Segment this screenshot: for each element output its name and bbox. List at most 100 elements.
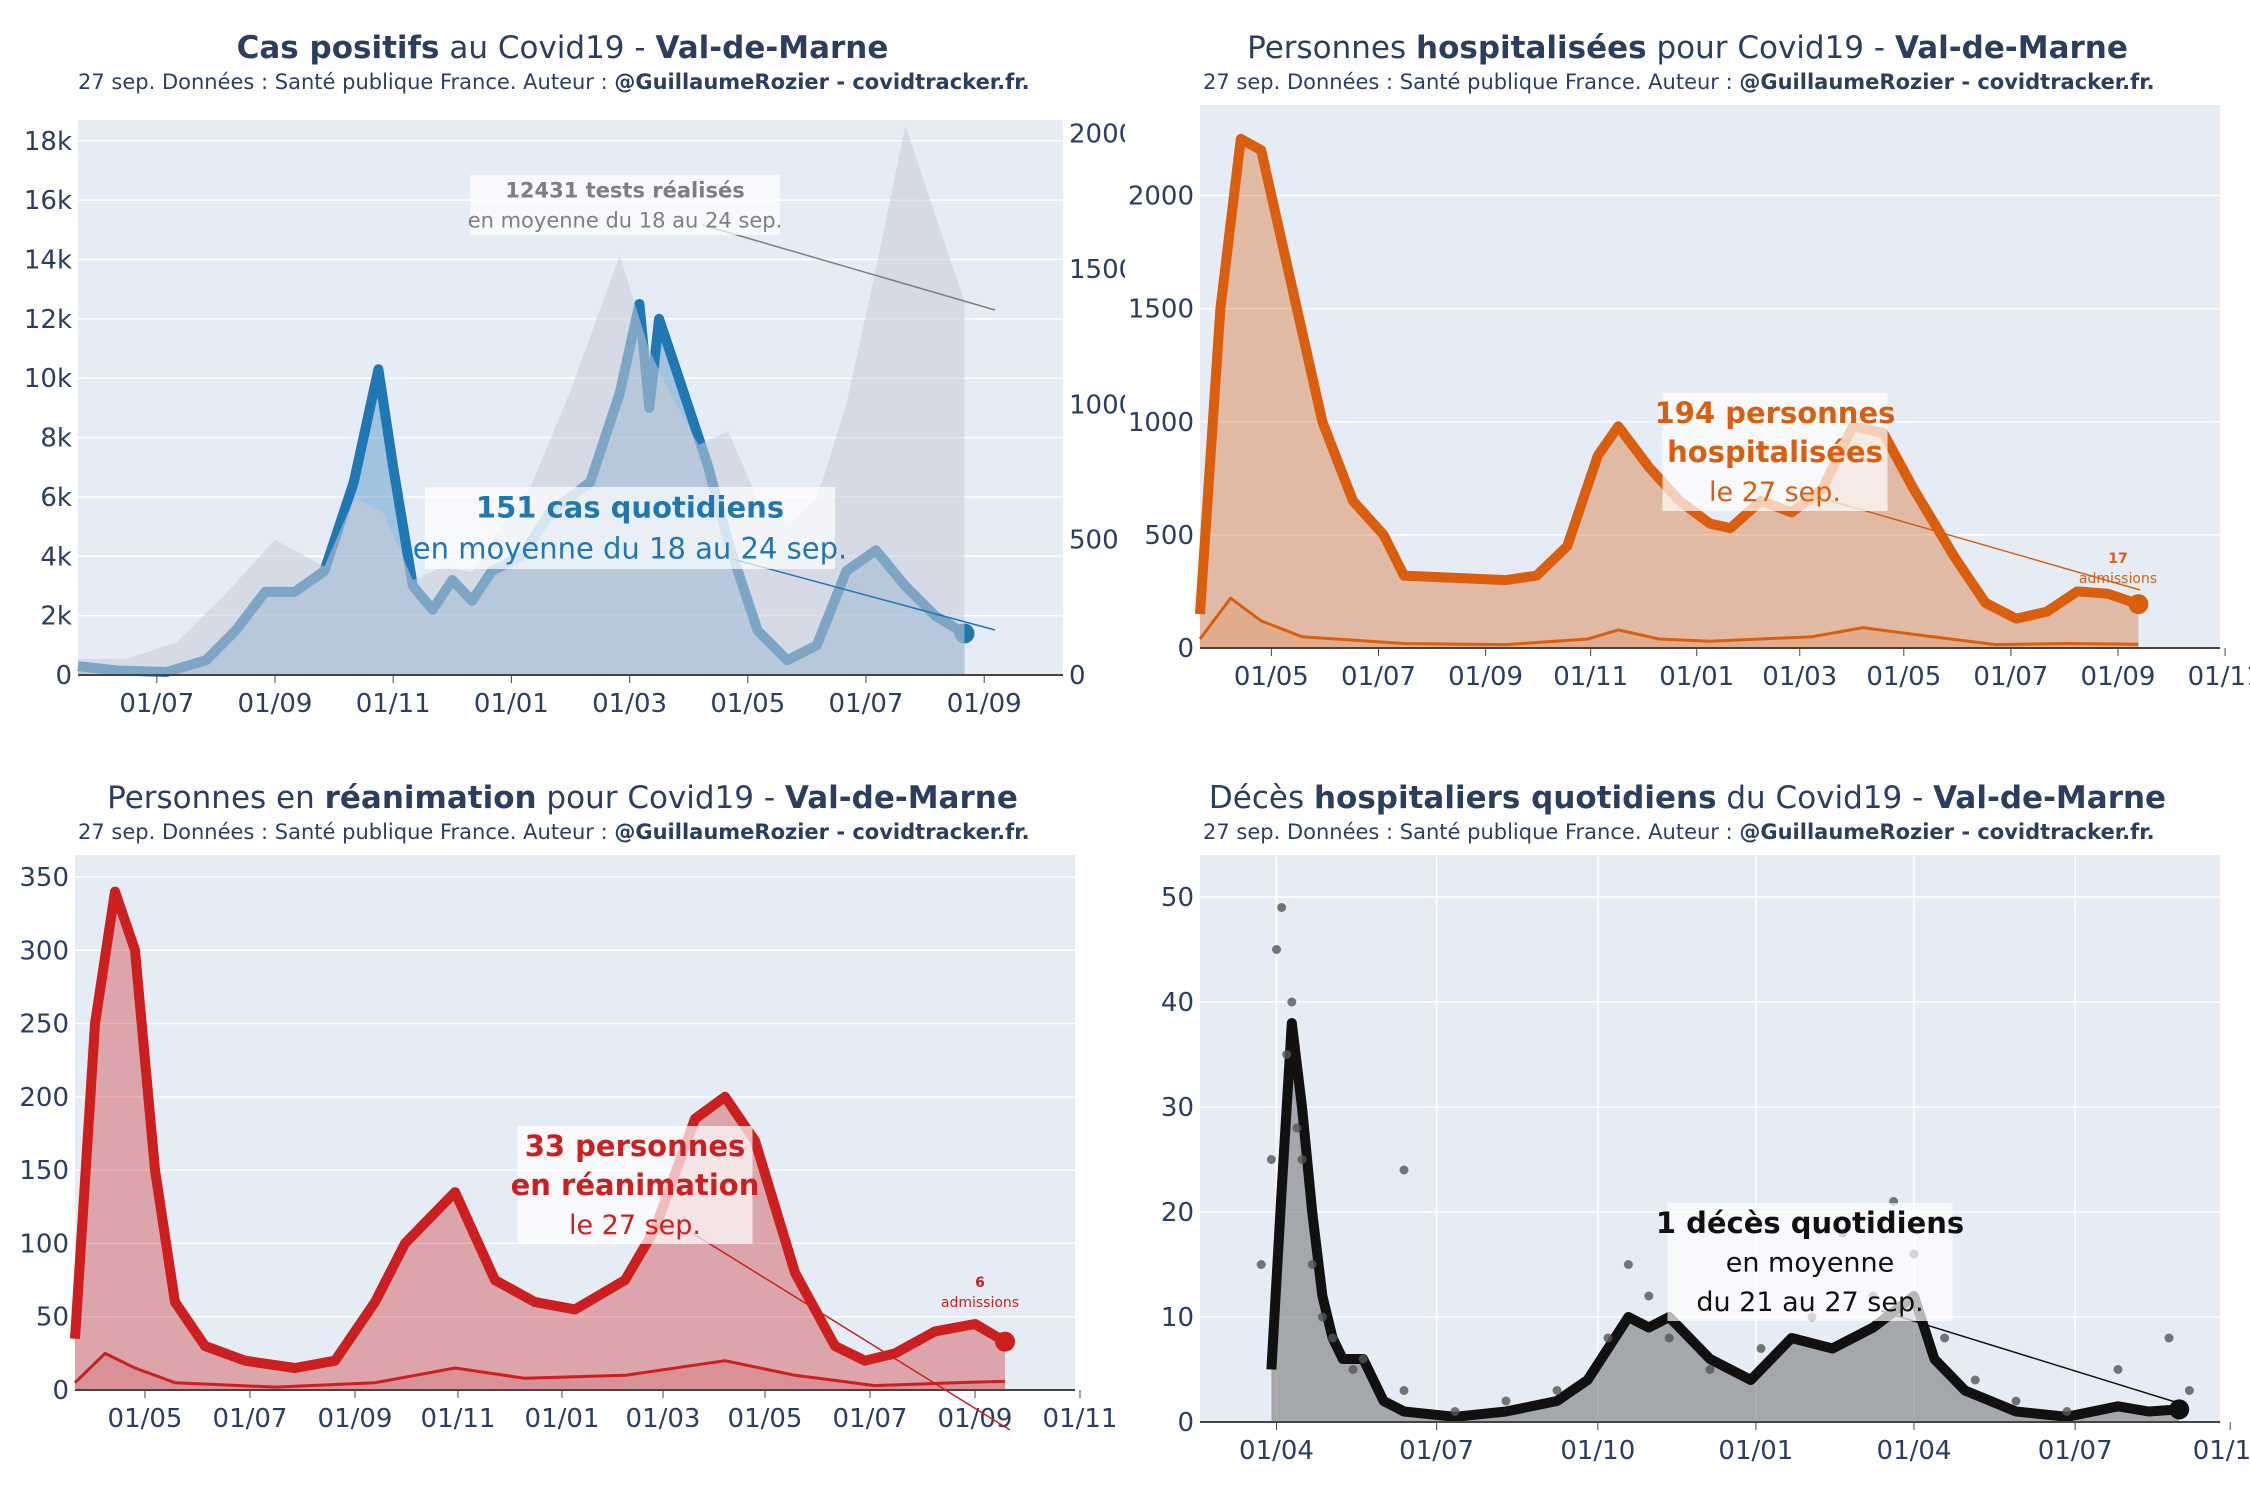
y2-tick-label: 500	[1069, 526, 1119, 556]
annotation-box	[1662, 393, 1888, 511]
chart-svg: 0 10 20 30 40 50 01/04 01/07 01/10 01/01 01/04 01/0…	[1161, 855, 2250, 1466]
chart-subtitle: 27 sep. Données : Santé publique France.…	[78, 70, 1030, 94]
x-tick-label: 01/11	[421, 1404, 496, 1434]
x-tick-label: 01/09	[1448, 662, 1523, 692]
y-tick-label: 10	[1161, 1303, 1194, 1333]
x-tick-label: 01/07	[1399, 1436, 1474, 1466]
chart-svg: 0 50 100 150 200 250 300 350 01/05 01/07 01/09 01/1…	[19, 855, 1118, 1434]
series-area	[1200, 138, 2139, 648]
scatter-point	[1317, 1312, 1327, 1322]
series-line	[1266, 1018, 2180, 1422]
y-tick-label: 0	[52, 1376, 69, 1406]
annotation-box	[1667, 1203, 1953, 1321]
y-tick-label: 350	[19, 863, 69, 893]
y-tick-label: 8k	[40, 424, 72, 454]
y-tick-label: 18k	[24, 127, 72, 157]
x-tick-label: 01/09	[2081, 662, 2156, 692]
scatter-point	[1756, 1344, 1766, 1353]
annotation-text: 17	[2108, 551, 2127, 567]
scatter-point	[1287, 997, 1297, 1007]
y-tick-label: 250	[19, 1010, 69, 1040]
x-tick-label: 01/07	[2038, 1436, 2113, 1466]
series-end-marker	[2128, 594, 2149, 615]
scatter-point	[1399, 1386, 1409, 1395]
scatter-point	[1940, 1333, 1950, 1343]
y-tick-label: 4k	[40, 542, 72, 572]
chart-svg: 0 500 1000 1500 2000 01/05 01/07 01/09 01/11 01/0…	[1128, 105, 2250, 692]
x-tick-label: 01/10	[2193, 1436, 2250, 1466]
annotation-text: 1 décès quotidiens	[1656, 1206, 1964, 1240]
chart-panel-deces: Décès hospitaliers quotidiens du Covid19…	[1125, 750, 2250, 1500]
chart-title: Personnes hospitalisées pour Covid19 - V…	[1247, 30, 2128, 66]
scatter-point	[1664, 1333, 1674, 1343]
x-tick-label: 01/09	[947, 689, 1022, 719]
scatter-point	[1552, 1386, 1562, 1395]
scatter-point	[1399, 1165, 1409, 1175]
annotation-text: en réanimation	[511, 1168, 760, 1202]
x-tick-label: 01/07	[829, 689, 904, 719]
x-tick-label: 01/01	[474, 689, 549, 719]
y-tick-label: 2000	[1128, 182, 1194, 212]
scatter-point	[1450, 1407, 1460, 1416]
y-tick-label: 6k	[40, 483, 72, 513]
y-tick-label: 2k	[40, 602, 72, 632]
scatter-point	[1297, 1155, 1307, 1164]
x-tick-label: 01/01	[525, 1404, 600, 1434]
plot-area	[75, 855, 1075, 1390]
chart-subtitle: 27 sep. Données : Santé publique France.…	[1203, 820, 2155, 844]
chart-title: Personnes en réanimation pour Covid19 - …	[107, 780, 1018, 816]
x-tick-label: 01/04	[1877, 1436, 1952, 1466]
chart-panel-cas-positifs: Cas positifs au Covid19 - Val-de-Marne 2…	[0, 0, 1125, 750]
scatter-point	[1282, 1050, 1292, 1059]
scatter-point	[1348, 1365, 1358, 1374]
y2-tick-label: 1500	[1069, 255, 1125, 285]
x-tick-label: 01/03	[626, 1404, 701, 1434]
scatter-point	[1272, 945, 1281, 954]
chart-title: Cas positifs au Covid19 - Val-de-Marne	[236, 30, 889, 66]
annotation-text: 33 personnes	[525, 1129, 746, 1163]
y-tick-label: 0	[1177, 634, 1194, 664]
x-tick-label: 01/11	[1043, 1404, 1118, 1434]
annotation-box	[425, 487, 835, 569]
annotation-text: 6	[975, 1275, 985, 1291]
scatter-point	[2184, 1386, 2194, 1395]
x-tick-label: 01/07	[1341, 662, 1416, 692]
x-tick-label: 01/01	[1659, 662, 1734, 692]
scatter-point	[1623, 1260, 1633, 1269]
y-tick-label: 30	[1161, 1093, 1194, 1123]
x-tick-label: 01/05	[1866, 662, 1941, 692]
series-line	[70, 886, 1008, 1373]
scatter-point	[2164, 1333, 2174, 1343]
scatter-point	[1358, 1354, 1368, 1364]
x-tick-label: 01/03	[592, 689, 667, 719]
scatter-point	[1307, 1260, 1317, 1269]
x-tick-label: 01/05	[108, 1404, 183, 1434]
y-tick-label: 50	[36, 1303, 69, 1333]
x-tick-label: 01/09	[238, 689, 313, 719]
annotation-arrow	[1881, 1310, 2186, 1406]
x-tick-label: 01/07	[833, 1404, 908, 1434]
x-tick-label: 01/01	[1718, 1436, 1793, 1466]
x-tick-label: 01/07	[213, 1404, 288, 1434]
x-tick-label: 01/11	[1553, 662, 1628, 692]
annotation-arrow	[732, 558, 996, 631]
y-tick-label: 16k	[24, 186, 72, 216]
chart-title: Décès hospitaliers quotidiens du Covid19…	[1208, 780, 2167, 816]
y-tick-label: 0	[1177, 1408, 1194, 1438]
y-tick-label: 50	[1161, 883, 1194, 913]
x-tick-label: 01/05	[1234, 662, 1309, 692]
y2-tick-label: 0	[1069, 661, 1086, 691]
x-tick-label: 01/04	[1239, 1436, 1314, 1466]
annotation-text: admissions	[2079, 571, 2157, 587]
scatter-point	[1501, 1396, 1511, 1406]
y-tick-label: 20	[1161, 1198, 1194, 1228]
y-tick-label: 1500	[1128, 295, 1194, 325]
y-tick-label: 500	[1144, 521, 1194, 551]
scatter-point	[1705, 1365, 1715, 1374]
annotation-box	[517, 1126, 753, 1244]
annotation-text: le 27 sep.	[569, 1210, 701, 1241]
y-tick-label: 0	[55, 661, 72, 691]
scatter-point	[1277, 903, 1287, 912]
scatter-point	[1603, 1333, 1613, 1343]
chart-svg: 0 2k 4k 6k 8k 10k 12k 14k 16k 18k 01/07 01/09 01/11 0…	[24, 120, 1125, 719]
